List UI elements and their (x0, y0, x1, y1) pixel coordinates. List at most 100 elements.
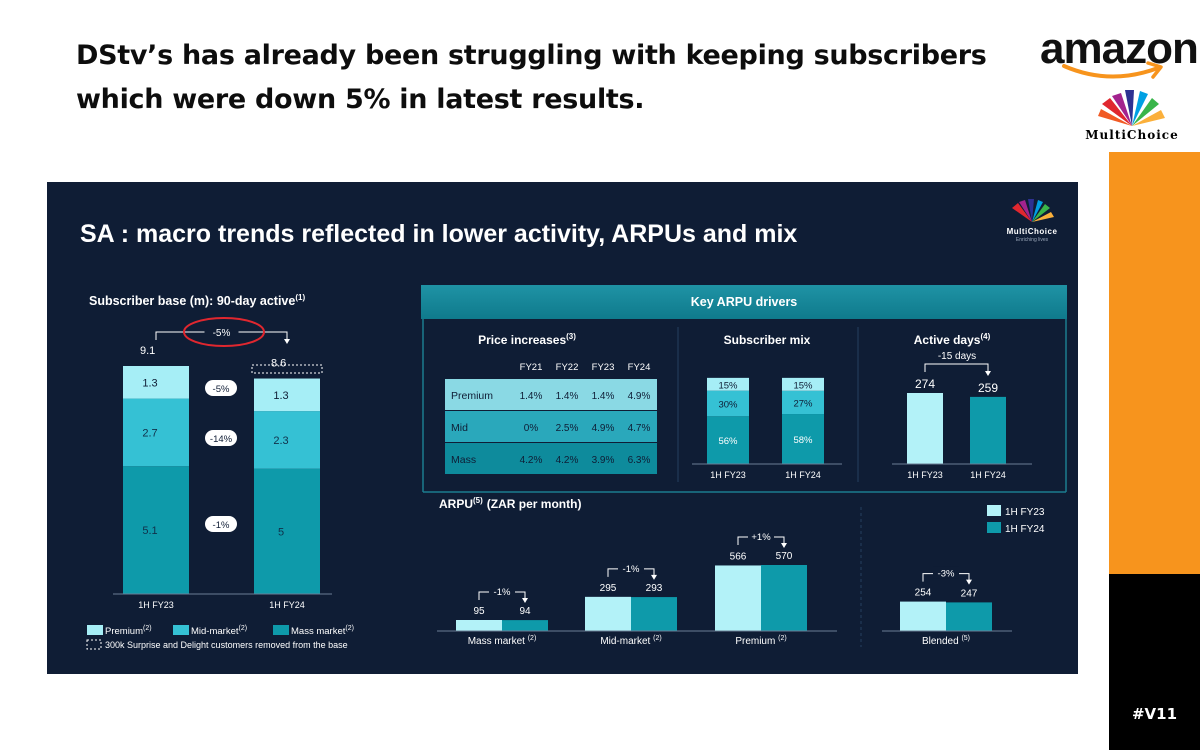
slide-logo-petals-icon (1012, 199, 1054, 222)
legend-swatch (273, 625, 289, 635)
arpu-bar (502, 620, 548, 631)
mix-value-label: 30% (718, 399, 738, 410)
legend-dashed-swatch (86, 639, 102, 650)
subs-total-change-label: -5% (213, 328, 231, 339)
arpu-change-arrow (651, 574, 657, 580)
mix-title: Subscriber mix (724, 333, 811, 347)
legend-swatch (173, 625, 189, 635)
arpu-value-label: 570 (776, 551, 793, 562)
subs-bar-premium (123, 366, 189, 399)
arpu-chart: 95 94 Mass market (2) -1% 295 293 Mid-market (… (437, 530, 1012, 647)
price-cell: 1.4% (520, 391, 543, 402)
price-row-bg (445, 411, 657, 442)
orange-accent-bar (1109, 152, 1200, 574)
multichoice-petals-icon (1098, 90, 1165, 126)
change-pill-label: -5% (213, 384, 230, 395)
black-accent-bar (1109, 574, 1200, 750)
amazon-logo: amazon (1040, 24, 1199, 84)
headline: DStv’s has already been struggling with … (76, 40, 987, 115)
price-cell: 4.2% (556, 455, 579, 466)
arpu-value-label: 295 (600, 583, 617, 594)
amazon-wordmark: amazon (1040, 24, 1199, 73)
price-col-header: FY21 (520, 362, 543, 373)
price-row-label: Mass (451, 454, 476, 466)
active-title: Active days(4) (914, 332, 991, 347)
multichoice-logo: MultiChoice (1074, 86, 1190, 146)
active-change-line (924, 363, 989, 374)
ribbon-bar (421, 285, 1067, 319)
arpu-bar (900, 601, 946, 631)
arpu-value-label: 95 (473, 606, 485, 617)
arpu-category-label: Blended (5) (922, 635, 970, 647)
ribbon-label: Key ARPU drivers (691, 295, 798, 309)
mix-bar-mid-market (782, 390, 824, 415)
arpu-category-label: Mid-market (2) (600, 635, 661, 647)
arpu-value-label: 94 (519, 606, 531, 617)
active-days-chart: 274 1H FY23 259 1H FY24 -15 days (892, 348, 1032, 480)
subs-total-label: 9.1 (140, 345, 155, 357)
price-row-label: Premium (451, 390, 493, 402)
subscriber-mix-chart: 56% 30% 15% 1H FY23 58% 27% 15% 1H FY24 (692, 377, 842, 480)
mix-value-label: 15% (793, 380, 813, 391)
active-value-label: 259 (978, 381, 998, 395)
arpu-change-label: -3% (938, 569, 955, 580)
change-pill (205, 516, 237, 532)
arpu-change-label: +1% (751, 532, 771, 543)
active-change-arrow (985, 371, 991, 376)
subs-bar-mass-market (123, 466, 189, 594)
price-cell: 4.9% (628, 391, 651, 402)
slide-logo: MultiChoice Enriching lives (1007, 199, 1057, 243)
arpu-change-arrow (781, 543, 787, 548)
multichoice-wordmark: MultiChoice (1085, 128, 1179, 142)
active-category-label: 1H FY23 (907, 470, 943, 480)
price-col-header: FY22 (556, 362, 579, 373)
arpu-change-bg (618, 561, 644, 574)
subs-value-label: 5 (278, 526, 284, 538)
legend-label: Premium(2) (105, 625, 152, 637)
price-col-header: FY23 (592, 362, 615, 373)
arpu-bar (456, 620, 502, 631)
active-change-bg (934, 348, 980, 361)
arpu-bar (631, 597, 677, 631)
slide-logo-sub: Enriching lives (1016, 237, 1049, 243)
arpu-value-label: 293 (646, 583, 663, 594)
arpu-legend: 1H FY23 1H FY24 (987, 505, 1045, 535)
mix-category-label: 1H FY23 (710, 470, 746, 480)
price-row-bg (445, 379, 657, 410)
legend-label: Mass market(2) (291, 625, 354, 637)
active-value-label: 274 (915, 377, 935, 391)
arpu-change-label: -1% (623, 564, 640, 575)
arpu-change-bg (933, 566, 959, 579)
arpu-bar (761, 565, 807, 631)
change-pill-label: -1% (213, 520, 230, 531)
arpu-value-label: 566 (730, 551, 747, 562)
arpu-change-bg (748, 530, 774, 542)
subs-category-label: 1H FY23 (138, 600, 174, 610)
price-cell: 1.4% (556, 391, 579, 402)
arpu-category-label: Mass market (2) (468, 635, 537, 647)
price-cell: 4.2% (520, 455, 543, 466)
amazon-smile-icon (1062, 61, 1163, 79)
active-bar (970, 396, 1006, 464)
arpu-change-bg (489, 585, 515, 597)
arpu-value-label: 247 (961, 588, 978, 599)
arpu-bar (585, 596, 631, 631)
subs-value-label: 2.3 (273, 435, 288, 447)
subs-value-label: 5.1 (142, 525, 157, 537)
change-pill (205, 430, 237, 446)
mix-bar-mid-market (707, 390, 749, 417)
subs-total-change-arrow (284, 339, 290, 344)
active-bar (907, 393, 943, 464)
subs-bar-premium (254, 378, 320, 412)
slide-title: SA : macro trends reflected in lower act… (80, 220, 797, 248)
change-pill-label: -14% (210, 434, 233, 445)
arpu-change-arrow (522, 598, 528, 603)
red-annotation-circle (183, 317, 265, 347)
arpu-legend-label: 1H FY23 (1005, 507, 1045, 518)
arpu-change-arrow (966, 579, 972, 585)
subs-bar-mass-market (254, 468, 320, 594)
price-row-label: Mid (451, 422, 468, 434)
arpu-bar (715, 565, 761, 631)
slide-image: SA : macro trends reflected in lower act… (47, 182, 1078, 674)
arpu-value-label: 254 (915, 588, 932, 599)
